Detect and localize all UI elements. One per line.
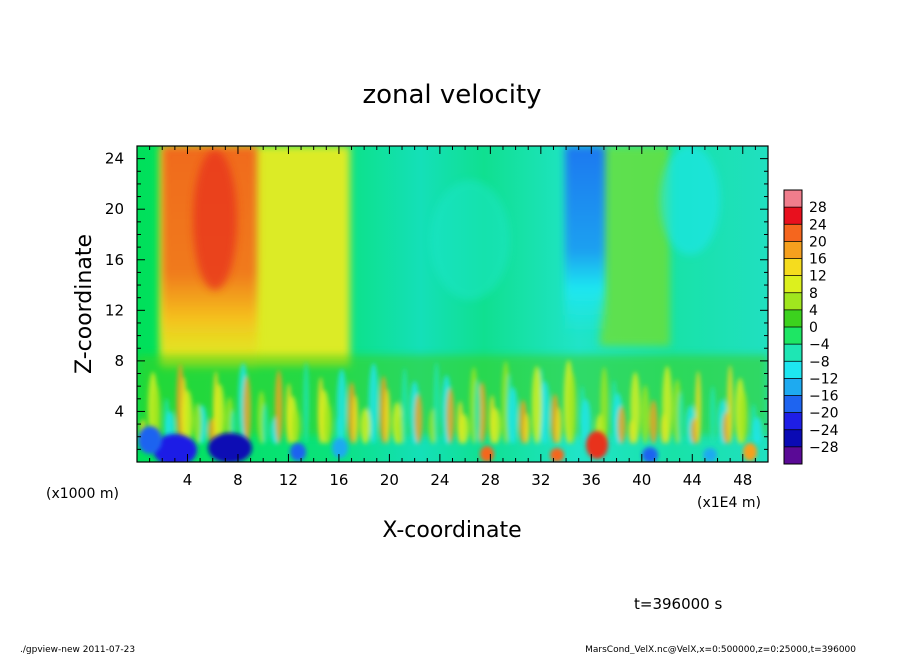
colorbar-swatch <box>784 309 802 328</box>
footer-right: MarsCond_VelX.nc@VelX,x=0:500000,z=0:250… <box>585 645 856 654</box>
colorbar-swatch <box>784 344 802 362</box>
y-tick-label: 16 <box>105 251 124 269</box>
colorbar-label: −20 <box>809 406 839 422</box>
x-tick-label: 24 <box>430 471 449 489</box>
time-annotation: t=396000 s <box>634 595 722 613</box>
colorbar-label: −4 <box>809 337 830 353</box>
x-unit-left: (x1000 m) <box>46 486 119 502</box>
x-axis: 4 8 12 16 20 24 28 32 36 40 44 48 <box>136 146 769 489</box>
colorbar-swatch <box>784 361 802 379</box>
colorbar-label: −28 <box>809 440 839 456</box>
x-tick-label: 20 <box>380 471 399 489</box>
colorbar-swatch <box>784 258 802 277</box>
colorbar-label: 0 <box>809 320 818 336</box>
x-axis-label: X-coordinate <box>382 518 521 543</box>
x-tick-label: 12 <box>279 471 298 489</box>
colorbar-label: 8 <box>809 286 818 302</box>
y-tick-label: 4 <box>114 402 124 420</box>
heatmap-field <box>137 146 768 462</box>
colorbar-swatch <box>784 190 802 208</box>
colorbar-label: 28 <box>809 200 827 216</box>
y-tick-label: 8 <box>114 352 124 370</box>
chart-title: zonal velocity <box>362 80 541 110</box>
x-tick-label: 36 <box>582 471 601 489</box>
colorbar-label: −16 <box>809 389 839 405</box>
footer-left: ./gpview-new 2011-07-23 <box>20 645 135 654</box>
colorbar-swatch <box>784 412 802 431</box>
colorbar-label: −12 <box>809 371 839 387</box>
y-tick-label: 12 <box>105 301 124 319</box>
colorbar-label: 24 <box>809 217 827 233</box>
colorbar-swatch <box>784 224 802 242</box>
colorbar-label: −8 <box>809 354 830 370</box>
y-tick-label: 24 <box>105 150 124 168</box>
x-unit-right: (x1E4 m) <box>697 495 761 511</box>
colorbar-swatch <box>784 395 802 414</box>
x-tick-label: 40 <box>632 471 651 489</box>
colorbar-swatch <box>784 241 802 259</box>
y-axis-label: Z-coordinate <box>72 234 97 374</box>
colorbar-swatch <box>784 327 802 345</box>
x-tick-label: 48 <box>733 471 752 489</box>
colorbar-swatch <box>784 378 802 396</box>
colorbar-label: −24 <box>809 423 839 439</box>
colorbar-label: 20 <box>809 234 827 250</box>
x-tick-label: 8 <box>233 471 243 489</box>
colorbar-swatch <box>784 207 802 225</box>
colorbar-label: 16 <box>809 252 827 268</box>
x-tick-label: 4 <box>183 471 193 489</box>
colorbar-swatch <box>784 292 802 311</box>
x-tick-label: 32 <box>531 471 550 489</box>
colorbar-swatch <box>784 446 802 465</box>
colorbar-label: 4 <box>809 303 818 319</box>
colorbar-swatch <box>784 275 802 294</box>
x-tick-label: 44 <box>683 471 702 489</box>
x-tick-label: 16 <box>329 471 348 489</box>
y-axis: 4 8 12 16 20 24 <box>105 145 768 463</box>
y-tick-label: 20 <box>105 200 124 218</box>
x-tick-label: 28 <box>481 471 500 489</box>
colorbar-label: 12 <box>809 269 827 285</box>
colorbar-swatch <box>784 429 802 448</box>
